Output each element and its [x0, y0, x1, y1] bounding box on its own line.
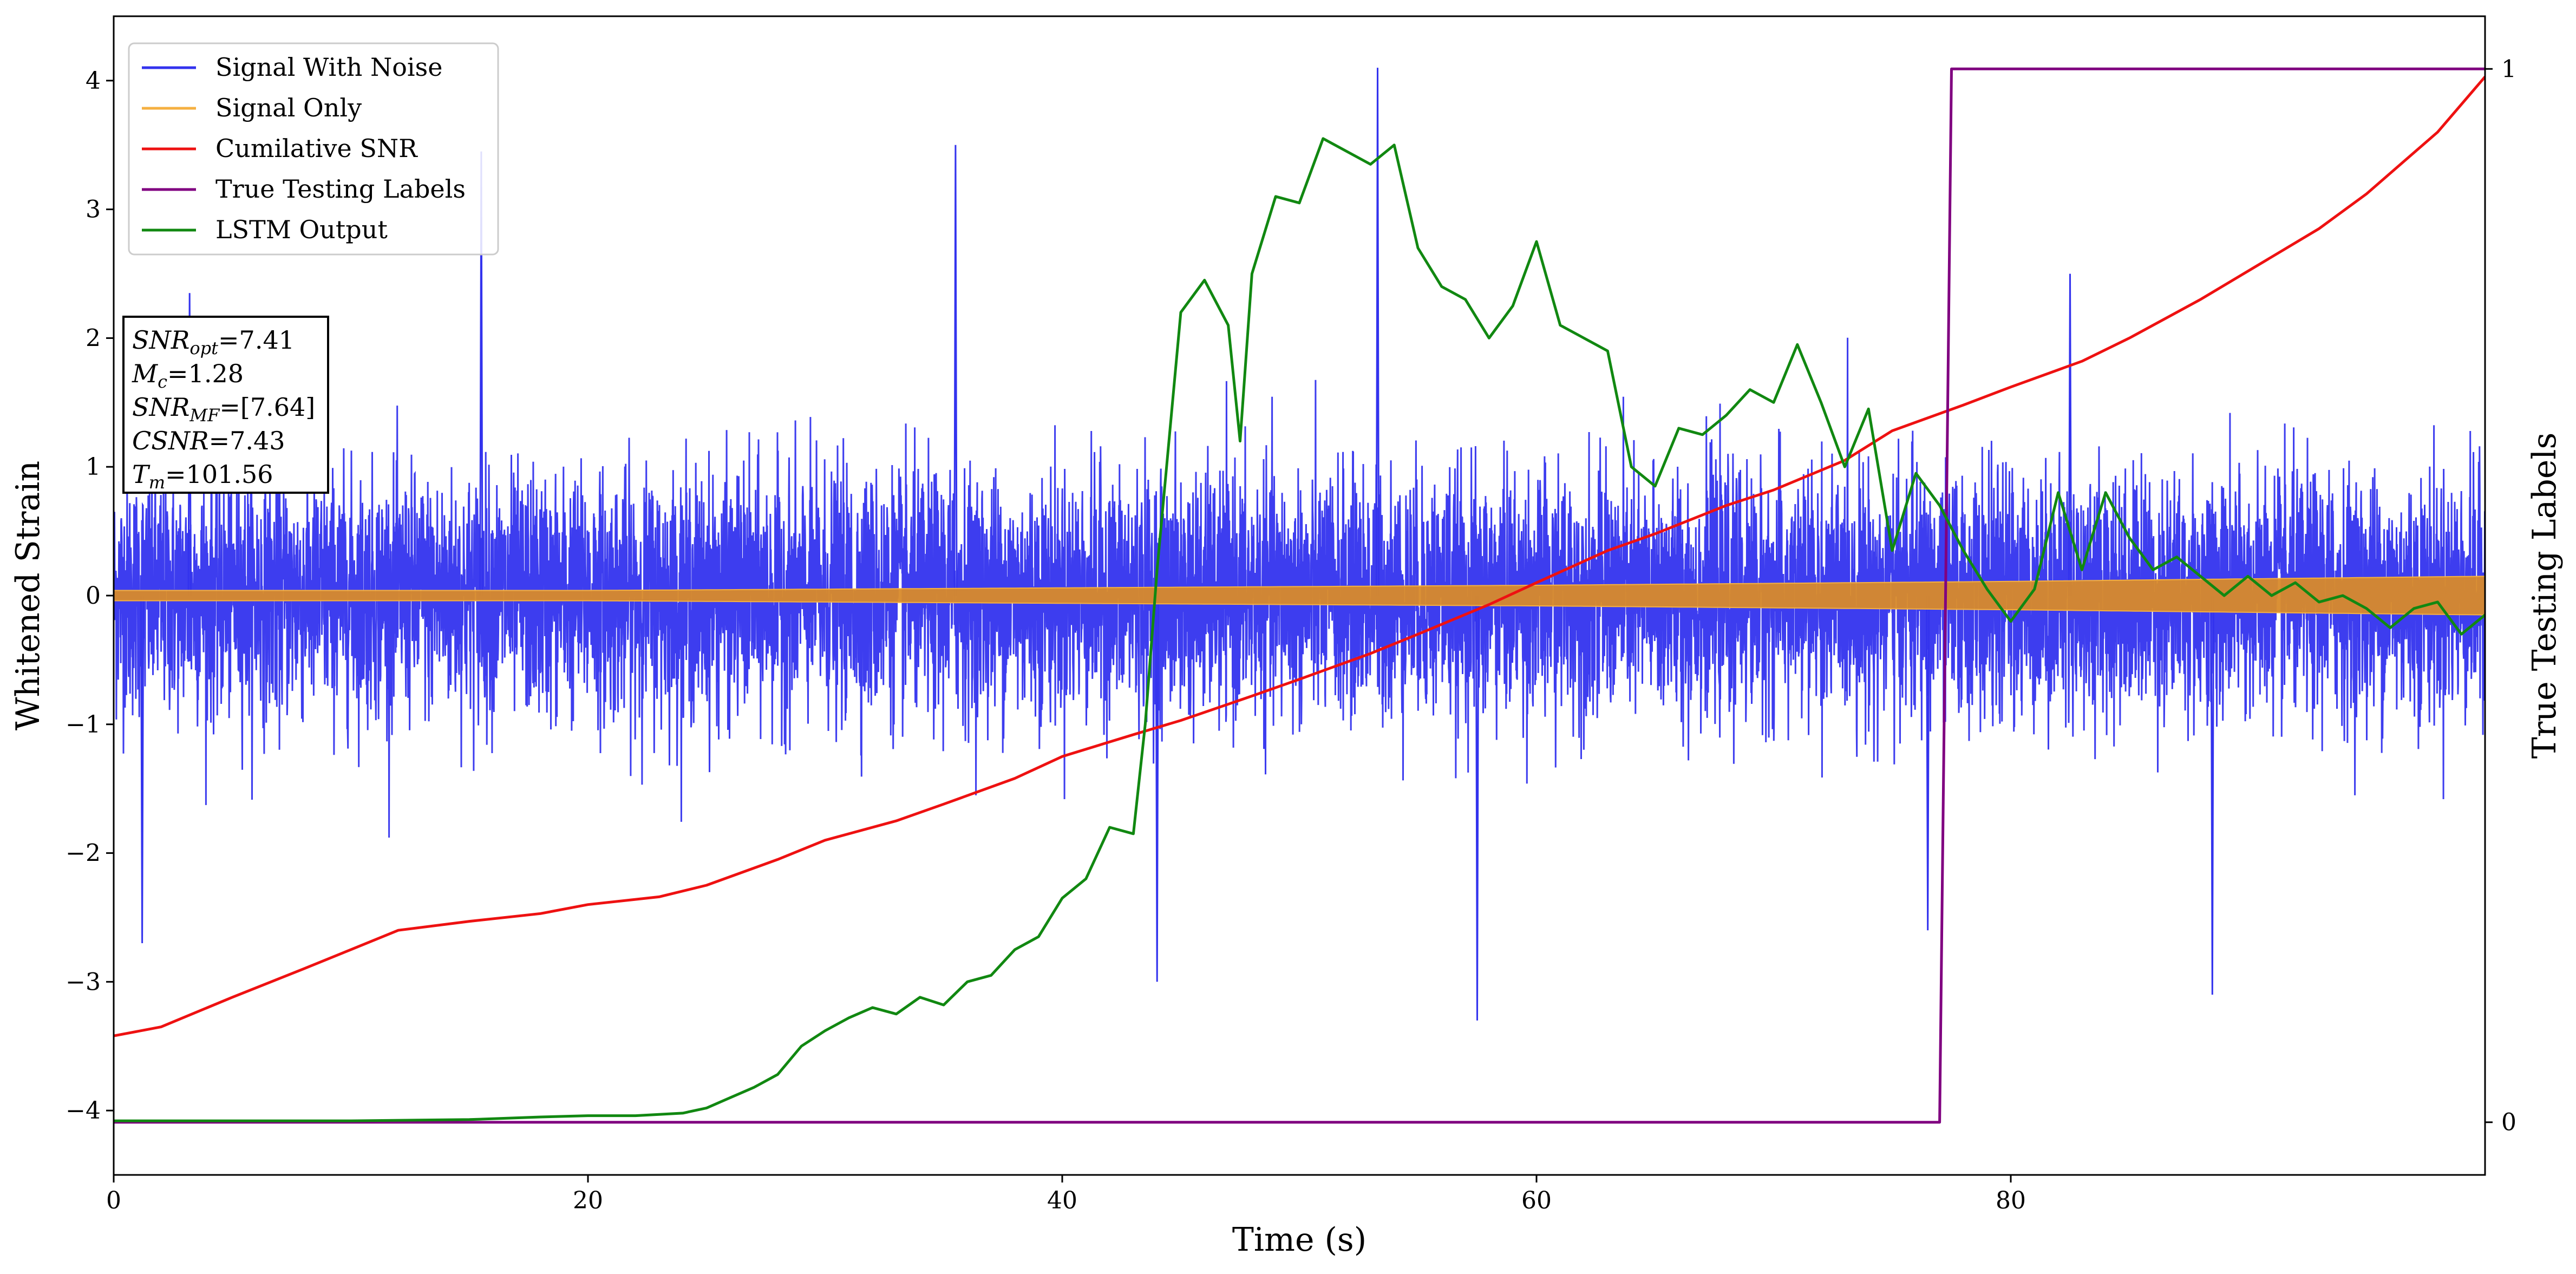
y2-tick-label: 0 — [2501, 1109, 2516, 1136]
cumilative-snr-line — [114, 76, 2485, 1037]
legend-label: True Testing Labels — [215, 174, 466, 204]
info-chirp-mass: Mc=1.28 — [132, 359, 244, 392]
x-axis: 0 20 40 60 80 — [106, 1175, 2026, 1214]
info-merger-time: Tm=101.56 — [132, 460, 273, 493]
y2-axis-label: True Testing Labels — [2526, 433, 2564, 759]
legend: Signal With Noise Signal Only Cumilative S… — [128, 42, 499, 256]
series-true-testing-labels — [114, 67, 2485, 1124]
y-tick-label: 3 — [86, 196, 101, 224]
legend-label: Signal With Noise — [215, 53, 442, 82]
y-tick-label: −3 — [66, 968, 101, 996]
series-signal-only — [114, 576, 2485, 616]
lstm-output-line — [114, 137, 2485, 1122]
info-snr-mf: SNRMF=[7.64] — [132, 393, 315, 426]
y-tick-label: 2 — [86, 324, 101, 352]
y-tick-label: −2 — [66, 840, 101, 867]
series-lstm-output — [114, 137, 2485, 1122]
y-tick-label: 1 — [86, 453, 101, 481]
x-tick-label: 60 — [1521, 1187, 1552, 1214]
x-tick-label: 80 — [1996, 1187, 2026, 1214]
y-axis-label: Whitened Strain — [9, 461, 47, 730]
legend-box — [128, 42, 499, 256]
info-snr-opt: SNRopt=7.41 — [132, 325, 295, 358]
legend-label: Cumilative SNR — [215, 134, 418, 163]
info-box: SNRopt=7.41 Mc=1.28 SNRMF=[7.64] CSNR=7.… — [122, 316, 329, 494]
plot-area — [114, 67, 2485, 1124]
true-testing-labels-line — [114, 67, 2485, 1124]
y-tick-label: −1 — [66, 711, 101, 739]
y-tick-label: 0 — [86, 582, 101, 610]
x-axis-label: Time (s) — [1232, 1221, 1367, 1259]
y-tick-label: −4 — [66, 1097, 101, 1125]
x-tick-label: 0 — [106, 1187, 121, 1214]
y-tick-label: 4 — [86, 67, 101, 95]
info-box-frame — [122, 316, 329, 494]
series-cumilative-snr — [114, 76, 2485, 1037]
signal-only-band — [114, 576, 2485, 616]
x-tick-label: 20 — [573, 1187, 603, 1214]
info-csnr: CSNR=7.43 — [132, 426, 285, 455]
x-tick-label: 40 — [1047, 1187, 1077, 1214]
legend-label: Signal Only — [215, 93, 362, 122]
legend-label: LSTM Output — [215, 215, 388, 244]
y-axis-left: −4 −3 −2 −1 0 1 2 3 4 — [66, 67, 114, 1125]
y2-tick-label: 1 — [2501, 55, 2516, 83]
y-axis-right: 01 — [2485, 55, 2516, 1136]
